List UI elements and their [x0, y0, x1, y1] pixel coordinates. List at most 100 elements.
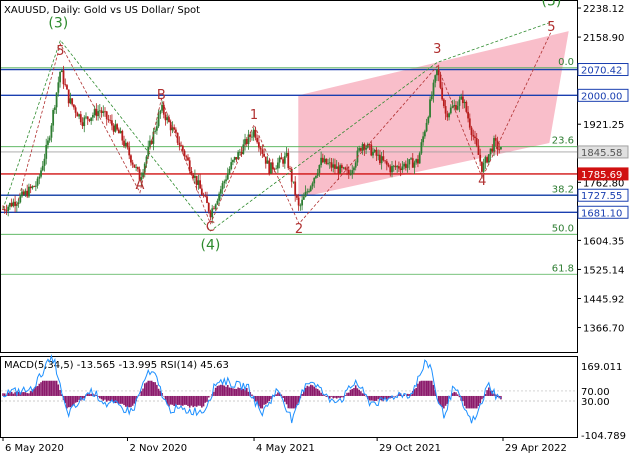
candle-body	[233, 157, 236, 161]
level-box-3	[577, 167, 629, 181]
candle-body	[174, 129, 177, 133]
candle-body	[228, 169, 231, 174]
candle-body	[446, 113, 449, 118]
candle-body	[36, 178, 39, 186]
candle-body	[43, 158, 46, 166]
wave-label-5: (4)	[201, 237, 221, 253]
candle-body	[467, 111, 469, 119]
candle-body	[202, 195, 205, 196]
candle-body	[124, 142, 127, 146]
candle-body	[353, 167, 355, 171]
candle-body	[26, 190, 29, 197]
candle-body	[344, 167, 347, 170]
candle-body	[271, 162, 274, 170]
candle-body	[145, 156, 148, 164]
candle-body	[81, 122, 84, 127]
candle-body	[325, 158, 328, 164]
candle-body	[297, 197, 300, 206]
candle-body	[173, 127, 176, 130]
candle-body	[276, 162, 279, 169]
candle-body	[109, 120, 112, 121]
candle-body	[482, 162, 485, 172]
candle-body	[211, 208, 214, 218]
candle-body	[280, 157, 283, 160]
candle-body	[214, 204, 217, 209]
date-tick-label-1: 2 Nov 2020	[129, 443, 187, 454]
candle-body	[436, 69, 438, 76]
candle-body	[320, 157, 323, 165]
candle-body	[365, 147, 367, 150]
candle-body	[12, 201, 15, 207]
candle-body	[67, 89, 70, 104]
candle-body	[176, 132, 179, 143]
candle-body	[394, 165, 397, 168]
candle-body	[335, 166, 338, 169]
candle-body	[292, 181, 295, 183]
candle-body	[244, 139, 246, 145]
candle-body	[496, 140, 499, 150]
candle-body	[460, 96, 463, 100]
candle-body	[230, 162, 233, 170]
candle-body	[461, 96, 464, 104]
candle-body	[382, 156, 385, 161]
wave-label-0: (3)	[48, 16, 68, 32]
candle-body	[142, 172, 144, 178]
candle-body	[200, 188, 203, 196]
candle-body	[315, 175, 317, 178]
candle-body	[104, 111, 106, 113]
candle-body	[135, 167, 138, 168]
candle-body	[304, 191, 307, 197]
candle-body	[289, 168, 291, 169]
candle-body	[85, 116, 87, 118]
macd-label: MACD(5,34,5) -13.565 -13.995 RSI(14) 45.…	[4, 360, 229, 371]
candle-body	[429, 99, 431, 118]
candle-body	[111, 120, 113, 126]
candle-body	[40, 170, 42, 177]
candle-body	[423, 131, 426, 137]
price-tick-label-9: 1525.14	[583, 265, 624, 276]
candle-body	[387, 164, 390, 167]
candle-body	[47, 140, 49, 145]
candle-body	[308, 191, 310, 192]
macd-tick-label-0: 169.011	[581, 362, 622, 373]
level-box-2	[577, 145, 629, 159]
candle-body	[131, 162, 134, 165]
candle-body	[21, 191, 23, 197]
date-tick-label-4: 29 Apr 2022	[505, 443, 567, 454]
candle-body	[321, 157, 324, 163]
candle-body	[187, 157, 189, 161]
fib-label-2: 38.2	[552, 184, 574, 195]
candle-body	[422, 136, 425, 143]
candle-body	[237, 152, 240, 160]
candle-body	[59, 72, 61, 83]
wave-channel	[298, 31, 569, 198]
candle-body	[197, 180, 200, 185]
candle-body	[93, 109, 96, 116]
candle-body	[29, 186, 32, 189]
candle-body	[9, 202, 11, 207]
candle-body	[413, 162, 416, 168]
candle-body	[57, 82, 60, 93]
candle-body	[266, 160, 269, 164]
candle-body	[164, 114, 167, 121]
candle-body	[155, 126, 158, 131]
candle-body	[498, 149, 501, 151]
candle-body	[323, 158, 326, 163]
candle-body	[392, 165, 395, 167]
candle-body	[379, 154, 381, 164]
candle-body	[296, 195, 298, 198]
candle-body	[218, 193, 221, 201]
candle-body	[117, 129, 120, 134]
candle-body	[162, 104, 165, 115]
candle-body	[126, 142, 129, 148]
candle-body	[418, 153, 421, 164]
candle-body	[195, 175, 198, 185]
candle-body	[363, 144, 366, 150]
candle-body	[455, 105, 457, 110]
candle-body	[199, 180, 201, 189]
candle-body	[213, 208, 215, 210]
candle-body	[60, 70, 63, 73]
candle-body	[74, 107, 77, 113]
candle-body	[114, 124, 117, 132]
